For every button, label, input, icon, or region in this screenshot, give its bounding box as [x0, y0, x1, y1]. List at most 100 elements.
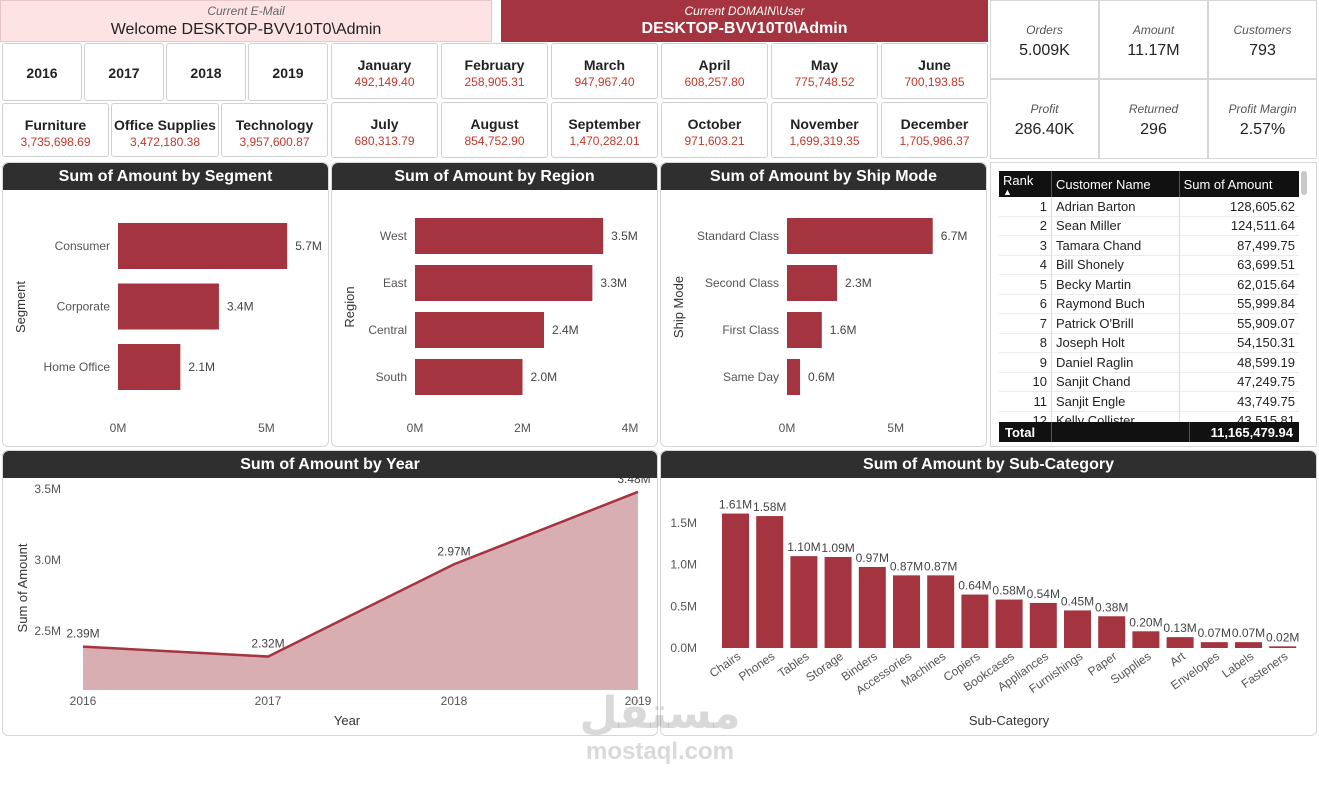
y-tick-label: 0.0M	[670, 641, 697, 655]
data-label: 0.20M	[1129, 615, 1162, 629]
segment-chart-card: Sum of Amount by Segment Consumer 5.7M Cor…	[2, 162, 329, 447]
category-slicer-technology[interactable]: Technology 3,957,600.87	[221, 103, 328, 157]
bar[interactable]	[415, 312, 544, 348]
year-chart: 2.5M 3.0M 3.5M 2016 2.39M 2017 2.32M 2018 2.97M 2…	[15, 478, 652, 728]
month-value: 492,149.40	[354, 75, 415, 89]
bar[interactable]	[858, 567, 886, 648]
amount-cell: 87,499.75	[1178, 235, 1299, 255]
customer-name-cell: Joseph Holt	[1051, 333, 1180, 353]
bar[interactable]	[756, 516, 784, 648]
month-slicer-april[interactable]: April 608,257.80	[661, 43, 768, 99]
month-value: 1,470,282.01	[569, 134, 640, 148]
watermark-arabic: مستقل	[579, 688, 741, 739]
table-row[interactable]: 1 Adrian Barton 128,605.62	[999, 197, 1299, 216]
table-row[interactable]: 11 Sanjit Engle 43,749.75	[999, 391, 1299, 411]
header-sum-of-amount[interactable]: Sum of Amount	[1178, 171, 1299, 197]
series-line[interactable]	[82, 490, 639, 658]
bar[interactable]	[1029, 602, 1057, 648]
month-slicer-october[interactable]: October 971,603.21	[661, 102, 768, 158]
subcategory-chart-title: Sum of Amount by Sub-Category	[661, 451, 1316, 478]
table-row[interactable]: 4 Bill Shonely 63,699.51	[999, 255, 1299, 275]
month-value: 1,699,319.35	[789, 134, 860, 148]
kpi-value: 286.40K	[1014, 121, 1075, 138]
bar[interactable]	[893, 575, 920, 648]
month-slicer-january[interactable]: January 492,149.40	[331, 43, 438, 99]
bar[interactable]	[118, 344, 181, 390]
table-row[interactable]: 9 Daniel Raglin 48,599.19	[999, 352, 1299, 372]
data-label: 0.97M	[856, 551, 889, 565]
month-slicer-march[interactable]: March 947,967.40	[551, 43, 658, 99]
category-slicer-furniture[interactable]: Furniture 3,735,698.69	[2, 103, 109, 157]
month-slicer-december[interactable]: December 1,705,986.37	[881, 102, 988, 158]
category-label: Technology	[235, 117, 314, 133]
bar[interactable]	[118, 283, 219, 330]
total-divider	[1051, 422, 1052, 442]
bar[interactable]	[415, 218, 604, 254]
bar[interactable]	[787, 359, 801, 395]
year-slicer-2018[interactable]: 2018	[166, 43, 246, 101]
year-slicer-2019[interactable]: 2019	[248, 43, 328, 101]
tick-label: 4M	[622, 421, 639, 435]
category-label: Central	[368, 323, 407, 337]
month-slicer-july[interactable]: July 680,313.79	[331, 102, 438, 158]
kpi-value: 793	[1249, 42, 1276, 59]
table-scrollbar[interactable]	[1301, 171, 1307, 195]
year-slicer-2016[interactable]: 2016	[2, 43, 82, 101]
kpi-value: 5.009K	[1019, 42, 1070, 59]
bar[interactable]	[118, 223, 288, 269]
rank-cell: 6	[1039, 296, 1047, 312]
year-chart-title: Sum of Amount by Year	[3, 451, 657, 478]
bar[interactable]	[790, 556, 818, 648]
header-rank[interactable]: Rank ▲	[999, 171, 1052, 197]
bar[interactable]	[415, 265, 593, 301]
month-value: 608,257.80	[684, 75, 745, 89]
bar[interactable]	[1064, 610, 1091, 648]
bar[interactable]	[1269, 646, 1297, 648]
bar[interactable]	[787, 312, 822, 348]
y-tick-label: 1.5M	[670, 516, 697, 530]
bar[interactable]	[961, 594, 989, 648]
bar[interactable]	[1200, 642, 1228, 648]
bar[interactable]	[1132, 631, 1160, 648]
bar[interactable]	[824, 556, 852, 648]
table-row[interactable]: 2 Sean Miller 124,511.64	[999, 216, 1299, 236]
year-slicer-2017[interactable]: 2017	[84, 43, 164, 101]
bar[interactable]	[415, 359, 523, 395]
month-slicer-september[interactable]: September 1,470,282.01	[551, 102, 658, 158]
amount-cell: 62,015.64	[1178, 274, 1299, 294]
bar[interactable]	[927, 575, 955, 648]
bar[interactable]	[1166, 637, 1194, 648]
bar[interactable]	[787, 265, 838, 301]
bar[interactable]	[1235, 642, 1262, 648]
bar[interactable]	[722, 513, 749, 648]
email-value: Welcome DESKTOP-BVV10T0\Admin	[110, 21, 382, 38]
data-label: 1.10M	[787, 540, 820, 554]
table-row[interactable]: 3 Tamara Chand 87,499.75	[999, 235, 1299, 255]
data-label: 2.32M	[251, 637, 284, 651]
amount-cell: 54,150.31	[1178, 333, 1299, 353]
bar[interactable]	[995, 599, 1023, 648]
table-row[interactable]: 7 Patrick O'Brill 55,909.07	[999, 313, 1299, 333]
kpi-title: Amount	[1132, 23, 1175, 37]
table-row[interactable]: 5 Becky Martin 62,015.64	[999, 274, 1299, 294]
axis-title: Ship Mode	[671, 276, 686, 338]
header-customer-name[interactable]: Customer Name	[1051, 171, 1180, 197]
month-slicer-may[interactable]: May 775,748.52	[771, 43, 878, 99]
table-row[interactable]: 8 Joseph Holt 54,150.31	[999, 333, 1299, 353]
amount-cell: 63,699.51	[1178, 255, 1299, 275]
month-slicer-november[interactable]: November 1,699,319.35	[771, 102, 878, 158]
customers-table-grid: Rank ▲ Customer Name Sum of Amount 1 Adria…	[999, 171, 1299, 431]
table-row[interactable]: 6 Raymond Buch 55,999.84	[999, 294, 1299, 314]
month-slicer-february[interactable]: February 258,905.31	[441, 43, 548, 99]
bar[interactable]	[1098, 616, 1126, 648]
data-label: 0.87M	[890, 559, 923, 573]
customer-name-cell: Sanjit Engle	[1051, 391, 1180, 411]
month-slicer-august[interactable]: August 854,752.90	[441, 102, 548, 158]
customer-name-cell: Adrian Barton	[1051, 197, 1180, 216]
category-slicer-office-supplies[interactable]: Office Supplies 3,472,180.38	[111, 103, 219, 157]
table-row[interactable]: 10 Sanjit Chand 47,249.75	[999, 372, 1299, 392]
data-label: 0.13M	[1163, 621, 1196, 635]
customer-name-cell: Becky Martin	[1051, 274, 1180, 294]
month-slicer-june[interactable]: June 700,193.85	[881, 43, 988, 99]
bar[interactable]	[787, 218, 933, 254]
